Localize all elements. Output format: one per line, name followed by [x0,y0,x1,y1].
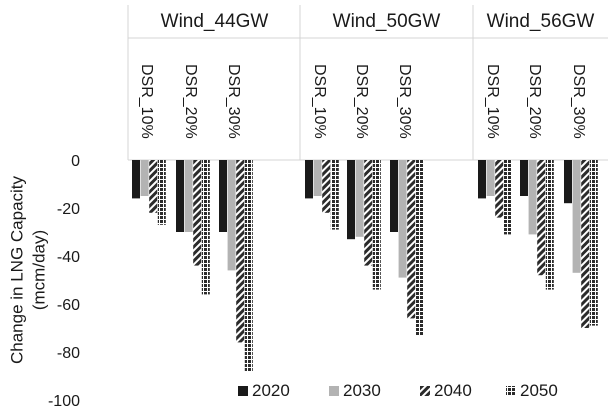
bar-2030 [184,160,193,232]
y-tick-label: -20 [57,201,80,218]
bar-2030 [355,160,364,237]
bar-2030 [528,160,537,235]
y-tick-label: -60 [57,297,80,314]
bar-2030 [486,160,495,196]
bar-2040 [364,160,373,266]
group-label: Wind_44GW [161,11,269,32]
legend-swatch [329,386,339,396]
subgroup-label: DSR_30% [570,64,587,139]
legend: 2020 2030 2040 2050 [238,381,558,400]
bar-2030 [227,160,236,271]
bar-2040 [495,160,504,218]
bar-2050 [589,160,598,326]
bar-2020 [520,160,528,196]
legend-label: 2050 [520,381,558,400]
legend-label: 2040 [434,381,472,400]
subgroup-label: DSR_20% [526,64,543,139]
legend-swatch [506,386,516,396]
bar-2040 [581,160,590,328]
subgroup-label: DSR_10% [484,64,501,139]
bar-2040 [407,160,416,319]
subgroup-label: DSR_30% [396,64,413,139]
y-tick-label: 0 [71,153,80,170]
bar-2020 [219,160,227,232]
bars [132,160,598,372]
subgroup-label: DSR_10% [138,64,155,139]
bar-2040 [322,160,331,213]
bar-2020 [176,160,184,232]
bar-2050 [201,160,210,295]
bar-2030 [398,160,407,278]
group-label: Wind_56GW [487,11,595,32]
subgroup-label: DSR_20% [353,64,370,139]
bar-2020 [390,160,398,232]
bar-2050 [244,160,253,372]
bar-2040 [193,160,202,266]
group-header-frame: Wind_44GW DSR_10% DSR_20% DSR_30% Wind_50GW D… [127,5,608,161]
y-axis-title: Change in LNG Capacity [7,175,26,364]
bar-2050 [330,160,339,230]
y-tick-label: -80 [57,345,80,362]
y-tick-label: -100 [48,393,80,410]
bar-2050 [157,160,166,225]
bar-2050 [503,160,512,235]
bar-2040 [149,160,158,213]
y-axis-title: (mcm/day) [29,230,48,310]
bar-2030 [140,160,149,196]
legend-swatch [420,386,430,396]
subgroup-label: DSR_20% [182,64,199,139]
bar-2020 [305,160,313,199]
subgroup-label: DSR_30% [225,64,242,139]
bar-2040 [236,160,245,343]
bar-2050 [415,160,424,336]
bar-2040 [537,160,546,276]
bar-2030 [313,160,322,196]
legend-label: 2020 [252,381,290,400]
bar-2020 [564,160,572,204]
bar-2050 [372,160,381,290]
bar-2020 [478,160,486,199]
legend-label: 2030 [343,381,381,400]
bar-2020 [132,160,140,199]
bar-2020 [347,160,355,240]
y-tick-label: -40 [57,249,80,266]
bar-2050 [545,160,554,290]
bar-2030 [572,160,581,273]
y-axis: 0 -20 -40 -60 -80 -100 Change in LNG Capacity(… [7,153,80,410]
legend-swatch [238,386,248,396]
group-label: Wind_50GW [333,11,441,32]
subgroup-label: DSR_10% [311,64,328,139]
